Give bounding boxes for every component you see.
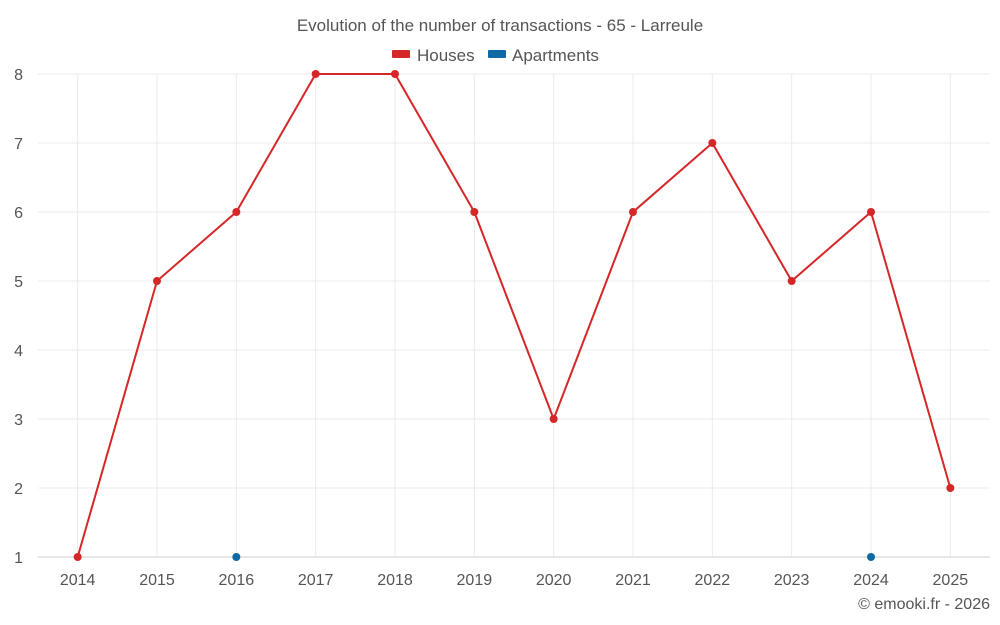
data-point-houses[interactable]	[708, 139, 717, 147]
legend-item-houses[interactable]: Houses	[392, 46, 475, 65]
x-axis-ticks: 2014 2015 2016 2017 2018 2019 2020 2021 2022 2023…	[60, 572, 968, 589]
data-point-houses[interactable]	[867, 208, 875, 216]
x-tick-label: 2021	[615, 572, 651, 589]
credit-text: © emooki.fr - 2026	[858, 596, 990, 613]
y-tick-label: 8	[14, 67, 23, 84]
y-tick-label: 3	[14, 412, 23, 429]
data-point-houses[interactable]	[549, 415, 558, 423]
data-point-houses[interactable]	[946, 484, 955, 492]
x-tick-label: 2022	[695, 572, 731, 589]
series	[73, 70, 955, 561]
y-tick-label: 2	[14, 481, 23, 498]
data-point-houses[interactable]	[153, 277, 161, 285]
grid	[38, 73, 990, 558]
x-tick-label: 2024	[853, 572, 889, 589]
x-tick-label: 2020	[536, 572, 572, 589]
x-tick-label: 2025	[933, 572, 969, 589]
x-tick-label: 2016	[219, 572, 255, 589]
series-line-houses	[76, 73, 952, 558]
y-axis-ticks: 1 2 3 4 5 6 7 8	[14, 67, 23, 567]
x-tick-label: 2017	[298, 572, 334, 589]
data-point-houses[interactable]	[787, 277, 796, 285]
data-point-houses[interactable]	[311, 70, 320, 78]
legend-label-apartments: Apartments	[512, 46, 599, 65]
data-point-houses[interactable]	[470, 208, 479, 216]
x-tick-label: 2015	[139, 572, 175, 589]
data-point-apartments[interactable]	[232, 553, 241, 561]
x-tick-label: 2019	[457, 572, 493, 589]
y-tick-label: 7	[14, 136, 23, 153]
chart-title: Evolution of the number of transactions …	[297, 16, 703, 35]
legend[interactable]: Houses Apartments	[392, 46, 599, 65]
y-tick-label: 1	[14, 550, 23, 567]
legend-item-apartments[interactable]: Apartments	[488, 46, 599, 65]
data-point-houses[interactable]	[232, 208, 241, 216]
legend-label-houses: Houses	[417, 46, 475, 65]
data-point-houses[interactable]	[73, 553, 82, 561]
legend-swatch-houses	[392, 50, 410, 58]
x-tick-label: 2018	[377, 572, 413, 589]
y-tick-label: 4	[14, 343, 23, 360]
legend-swatch-apartments	[488, 50, 506, 58]
x-tick-label: 2014	[60, 572, 96, 589]
data-point-houses[interactable]	[629, 208, 637, 216]
y-tick-label: 5	[14, 274, 23, 291]
data-point-houses[interactable]	[391, 70, 399, 78]
x-tick-label: 2023	[774, 572, 810, 589]
y-tick-label: 6	[14, 205, 23, 222]
data-point-apartments[interactable]	[867, 553, 875, 561]
